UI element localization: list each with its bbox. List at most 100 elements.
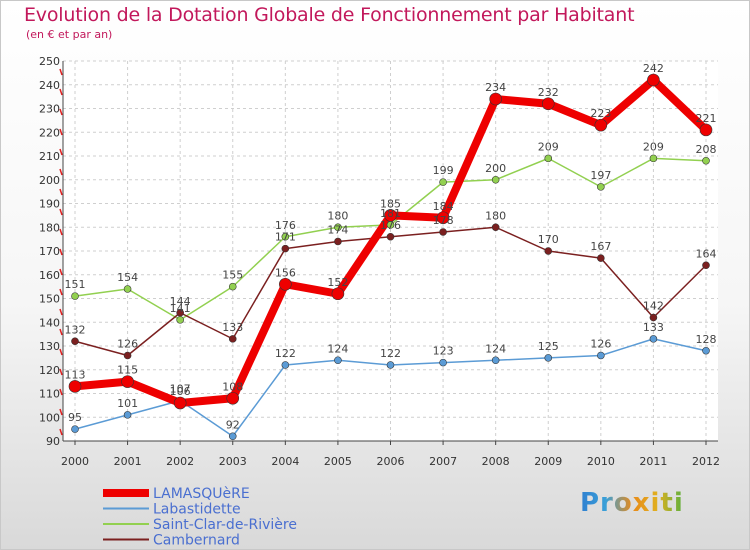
data-label-lamasque-re: 221 bbox=[696, 112, 717, 125]
data-point-lamasque-re bbox=[699, 123, 713, 137]
data-point-lamasque-re bbox=[489, 92, 502, 106]
data-label-cambernard: 180 bbox=[485, 209, 506, 222]
data-label-labastidette: 122 bbox=[380, 347, 401, 360]
data-label-saint-clar-de-rivie-re: 209 bbox=[538, 140, 559, 153]
axis-accent bbox=[59, 288, 63, 296]
data-label-lamasque-re: 115 bbox=[117, 364, 138, 377]
data-point-saint-clar-de-rivie-re bbox=[281, 232, 290, 241]
data-point-labastidette bbox=[439, 358, 447, 367]
data-label-labastidette: 101 bbox=[117, 397, 138, 410]
y-tick-label: 140 bbox=[39, 316, 60, 329]
axis-accent bbox=[59, 148, 63, 156]
axis-accent bbox=[59, 88, 63, 96]
data-point-lamasque-re bbox=[279, 277, 292, 291]
data-point-cambernard bbox=[71, 337, 79, 346]
data-label-saint-clar-de-rivie-re: 180 bbox=[327, 209, 348, 222]
y-tick-label: 200 bbox=[39, 174, 60, 187]
data-point-saint-clar-de-rivie-re bbox=[334, 223, 342, 232]
data-point-cambernard bbox=[176, 308, 184, 317]
data-label-labastidette: 123 bbox=[433, 345, 454, 358]
data-label-lamasque-re: 113 bbox=[65, 368, 86, 381]
data-point-cambernard bbox=[334, 237, 342, 246]
data-label-labastidette: 122 bbox=[275, 347, 296, 360]
data-label-lamasque-re: 223 bbox=[590, 107, 611, 120]
y-tick-label: 120 bbox=[39, 364, 60, 377]
data-label-saint-clar-de-rivie-re: 208 bbox=[696, 143, 717, 156]
data-point-labastidette bbox=[597, 351, 605, 360]
data-point-labastidette bbox=[228, 432, 237, 441]
legend: LAMASQUèRELabastidetteSaint-Clar-de-Rivi… bbox=[103, 486, 297, 549]
data-point-saint-clar-de-rivie-re bbox=[71, 292, 79, 300]
data-point-lamasque-re bbox=[594, 118, 608, 132]
data-point-labastidette bbox=[281, 361, 290, 369]
data-labels: 95 101 107 92 122 124 122 123 124 125 126 133 128 151… bbox=[65, 62, 717, 431]
data-point-labastidette bbox=[386, 361, 395, 369]
data-label-labastidette: 92 bbox=[226, 418, 240, 431]
data-point-saint-clar-de-rivie-re bbox=[491, 175, 500, 184]
data-point-saint-clar-de-rivie-re bbox=[439, 178, 447, 186]
data-label-lamasque-re: 185 bbox=[380, 197, 401, 210]
data-point-lamasque-re bbox=[121, 375, 134, 388]
data-label-cambernard: 142 bbox=[643, 300, 664, 313]
data-point-labastidette bbox=[334, 356, 342, 365]
axis-accent bbox=[59, 248, 63, 256]
data-label-labastidette: 128 bbox=[696, 333, 717, 346]
data-point-lamasque-re bbox=[384, 209, 397, 222]
data-point-labastidette bbox=[71, 425, 79, 433]
data-point-saint-clar-de-rivie-re bbox=[544, 154, 553, 163]
data-label-lamasque-re: 108 bbox=[222, 380, 243, 393]
data-point-labastidette bbox=[702, 346, 710, 355]
data-label-cambernard: 164 bbox=[696, 247, 717, 260]
data-label-labastidette: 107 bbox=[170, 383, 191, 396]
data-label-cambernard: 133 bbox=[222, 321, 243, 334]
data-point-lamasque-re bbox=[541, 97, 555, 111]
y-tick-label: 250 bbox=[39, 55, 60, 68]
y-tick-label: 210 bbox=[39, 150, 60, 163]
data-label-saint-clar-de-rivie-re: 176 bbox=[275, 219, 296, 232]
data-point-saint-clar-de-rivie-re bbox=[176, 316, 184, 324]
x-tick-label: 2012 bbox=[692, 455, 720, 468]
data-label-cambernard: 171 bbox=[275, 231, 296, 244]
data-label-labastidette: 126 bbox=[590, 338, 611, 351]
x-tick-label: 2000 bbox=[61, 455, 89, 468]
x-tick-label: 2008 bbox=[482, 455, 510, 468]
data-point-lamasque-re bbox=[647, 73, 660, 87]
data-label-lamasque-re: 234 bbox=[485, 81, 506, 94]
data-label-lamasque-re: 152 bbox=[327, 276, 348, 289]
y-tick-label: 150 bbox=[39, 293, 60, 306]
data-label-saint-clar-de-rivie-re: 141 bbox=[170, 302, 191, 315]
axis-accent bbox=[59, 308, 63, 316]
data-label-saint-clar-de-rivie-re: 181 bbox=[380, 207, 401, 220]
axes: 90 100 110 120 130 140 150 160 170 180 190 200 210 22… bbox=[39, 55, 720, 468]
data-point-lamasque-re bbox=[331, 287, 345, 301]
data-label-saint-clar-de-rivie-re: 155 bbox=[222, 269, 243, 282]
data-label-saint-clar-de-rivie-re: 154 bbox=[117, 271, 138, 284]
data-label-cambernard: 132 bbox=[65, 323, 86, 336]
data-label-cambernard: 144 bbox=[170, 295, 191, 308]
series-points bbox=[68, 73, 713, 441]
data-point-cambernard bbox=[597, 254, 605, 262]
data-label-labastidette: 125 bbox=[538, 340, 559, 353]
data-label-cambernard: 126 bbox=[117, 338, 138, 351]
data-label-labastidette: 124 bbox=[485, 342, 506, 355]
axis-accent bbox=[59, 208, 63, 216]
data-point-saint-clar-de-rivie-re bbox=[597, 183, 605, 191]
data-point-cambernard bbox=[491, 223, 500, 232]
data-label-saint-clar-de-rivie-re: 200 bbox=[485, 162, 506, 175]
chart-subtitle: (en € et par an) bbox=[26, 28, 113, 41]
axis-accent bbox=[59, 428, 63, 436]
data-point-lamasque-re bbox=[68, 380, 82, 393]
axis-accent bbox=[59, 388, 63, 396]
data-label-lamasque-re: 184 bbox=[433, 200, 454, 213]
data-point-cambernard bbox=[123, 351, 132, 360]
x-tick-label: 2002 bbox=[166, 455, 194, 468]
axis-accent bbox=[59, 188, 63, 196]
x-tick-label: 2003 bbox=[219, 455, 247, 468]
data-point-saint-clar-de-rivie-re bbox=[123, 285, 132, 293]
axis-accent bbox=[59, 128, 63, 136]
grid bbox=[63, 60, 718, 442]
y-tick-label: 180 bbox=[39, 221, 60, 234]
axis-accent bbox=[59, 68, 63, 76]
data-point-cambernard bbox=[702, 261, 710, 270]
x-tick-label: 2006 bbox=[377, 455, 405, 468]
